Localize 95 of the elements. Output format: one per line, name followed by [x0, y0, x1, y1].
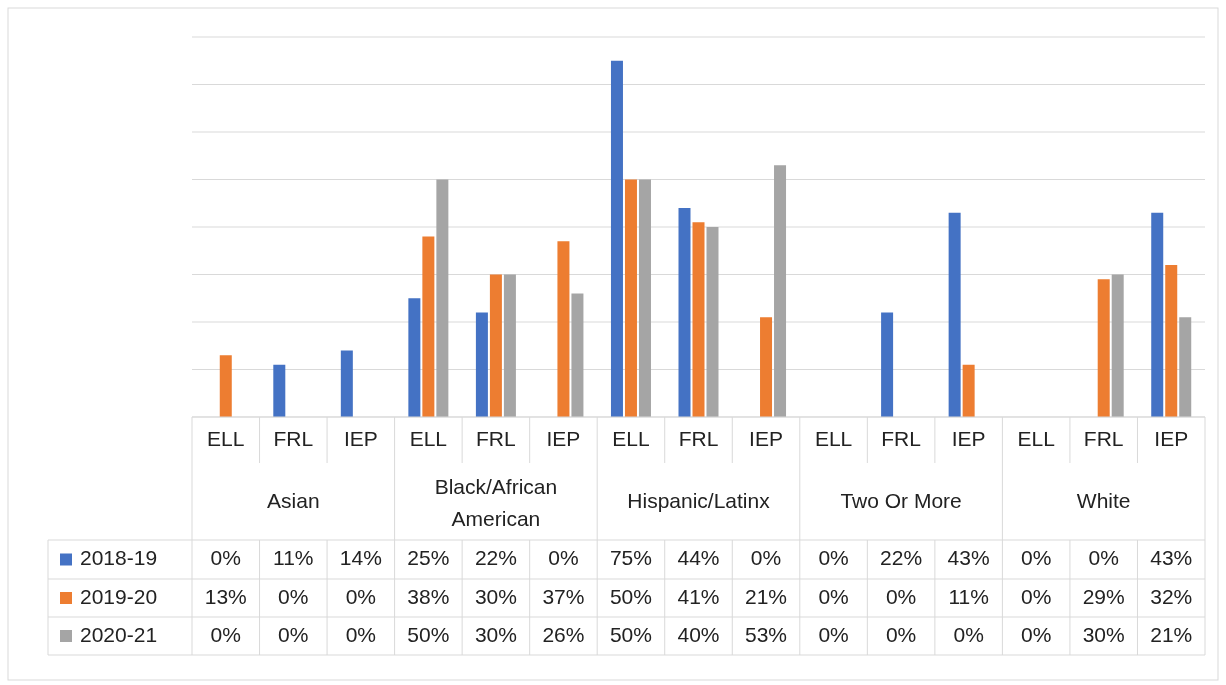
data-label: 0% [1020, 546, 1052, 570]
data-label: 32% [1150, 584, 1193, 608]
x-tick-label: ELL [814, 426, 853, 450]
bar [557, 241, 570, 417]
x-tick-label: IEP [749, 426, 783, 450]
data-label: 0% [345, 622, 377, 646]
data-label: 44% [677, 546, 720, 570]
data-label: 50% [609, 622, 652, 646]
data-label: 0% [548, 546, 579, 570]
data-label: 22% [880, 546, 923, 570]
data-label: 0% [1088, 546, 1119, 570]
data-label: 38% [407, 584, 450, 608]
bar [1111, 274, 1124, 417]
x-tick-label: IEP [1154, 426, 1189, 450]
data-label: 25% [407, 546, 450, 570]
x-tick-label: FRL [273, 426, 314, 450]
data-label: 0% [1020, 622, 1052, 646]
data-label: 43% [947, 546, 990, 570]
data-label: 0% [818, 622, 849, 646]
data-label: 26% [542, 622, 585, 646]
data-label: 0% [210, 622, 241, 646]
bar [273, 364, 286, 417]
data-label: 21% [1150, 622, 1193, 646]
bar [881, 312, 894, 417]
bar [706, 227, 719, 417]
text: Asian [267, 488, 320, 512]
bar [1165, 265, 1178, 417]
data-label: 14% [339, 546, 382, 570]
bar [692, 222, 705, 417]
data-label: 0% [345, 584, 377, 608]
x-tick-label: ELL [612, 426, 650, 450]
x-tick-label: IEP [546, 426, 581, 450]
data-label: 0% [750, 546, 782, 570]
data-label: 50% [609, 584, 652, 608]
bar [962, 364, 975, 417]
bar [624, 179, 637, 417]
bar [436, 179, 449, 417]
bar [489, 274, 502, 417]
bar [638, 179, 651, 417]
data-label: 40% [677, 622, 720, 646]
x-tick-label: FRL [476, 426, 516, 450]
bar [503, 274, 516, 417]
data-label: 53% [745, 622, 788, 646]
data-label: 43% [1150, 546, 1193, 570]
bar [475, 312, 488, 417]
x-tick-label: ELL [1017, 426, 1055, 450]
bar [422, 236, 435, 417]
legend-label: 2019-20 [80, 584, 158, 608]
text: Hispanic/Latinx [627, 488, 771, 512]
data-label: 37% [542, 584, 585, 608]
bar [1179, 317, 1192, 417]
data-label: 21% [745, 584, 788, 608]
bar [219, 355, 232, 417]
bar [571, 293, 584, 417]
data-label: 0% [885, 622, 917, 646]
data-label: 13% [204, 584, 247, 608]
text: Two Or More [840, 488, 962, 512]
bar [610, 60, 623, 417]
bar [1097, 279, 1110, 417]
data-label: 22% [474, 546, 517, 570]
data-label: 75% [609, 546, 652, 570]
data-label: 0% [885, 584, 917, 608]
bar [408, 298, 421, 417]
bar [1151, 212, 1164, 417]
data-label: 30% [474, 622, 517, 646]
bar [948, 212, 961, 417]
bar [774, 165, 787, 417]
bar [678, 208, 691, 417]
data-label: 11% [273, 546, 314, 570]
data-label: 0% [818, 584, 849, 608]
data-label: 0% [278, 584, 309, 608]
data-label: 0% [953, 622, 984, 646]
text: White [1076, 488, 1131, 512]
text: Black/African American [434, 474, 558, 530]
x-tick-label: FRL [678, 426, 719, 450]
x-tick-label: FRL [1083, 426, 1124, 450]
bar [760, 317, 773, 417]
data-label: 29% [1082, 584, 1125, 608]
data-label: 0% [818, 546, 849, 570]
data-label: 0% [210, 546, 241, 570]
data-label: 30% [474, 584, 517, 608]
x-tick-label: FRL [881, 426, 921, 450]
x-tick-label: ELL [409, 426, 448, 450]
data-label: 0% [278, 622, 309, 646]
bar [340, 350, 353, 417]
x-tick-label: IEP [951, 426, 986, 450]
data-label: 50% [407, 622, 450, 646]
x-tick-label: ELL [207, 426, 245, 450]
data-label: 11% [948, 584, 989, 608]
data-label: 41% [677, 584, 720, 608]
legend-label: 2020-21 [80, 622, 158, 646]
legend-label: 2018-19 [80, 546, 158, 570]
data-label: 30% [1082, 622, 1125, 646]
x-tick-label: IEP [343, 426, 378, 450]
data-label: 0% [1020, 584, 1052, 608]
